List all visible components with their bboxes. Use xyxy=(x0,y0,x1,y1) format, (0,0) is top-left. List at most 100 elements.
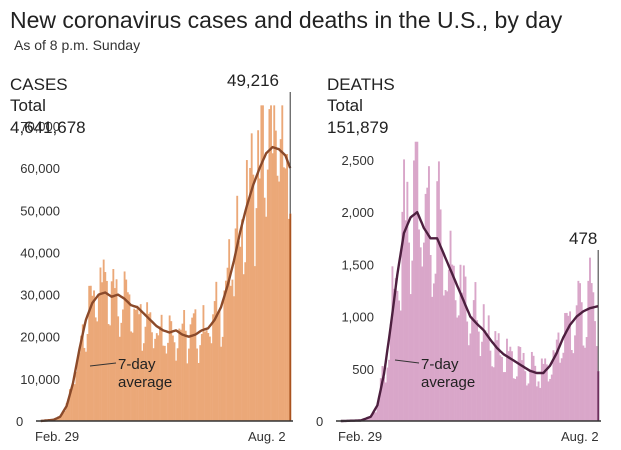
cases-bar xyxy=(109,325,112,421)
cases-bar xyxy=(73,384,76,421)
cases-bar xyxy=(107,324,110,421)
cases-bar xyxy=(244,262,247,421)
deaths-bar xyxy=(484,330,487,421)
deaths-bar xyxy=(416,141,419,422)
deaths-bar xyxy=(549,378,552,421)
cases-bar xyxy=(197,363,200,421)
deaths-bars xyxy=(341,141,600,422)
cases-bar xyxy=(266,169,269,421)
cases-bar xyxy=(115,279,118,421)
deaths-bar xyxy=(396,290,399,421)
cases-bar xyxy=(247,198,250,421)
deaths-bar xyxy=(520,360,523,421)
deaths-bar xyxy=(487,315,490,421)
deaths-bar xyxy=(399,310,402,421)
cases-bar xyxy=(67,398,70,421)
deaths-bar xyxy=(532,355,535,421)
deaths-bar xyxy=(491,366,493,421)
cases-bar xyxy=(215,281,218,421)
deaths-bar xyxy=(557,332,560,421)
cases-bar xyxy=(70,387,73,421)
cases-bar xyxy=(139,304,142,421)
deaths-y-tick-label: 1,500 xyxy=(341,257,374,272)
deaths-bar xyxy=(489,350,492,421)
deaths-bar xyxy=(376,406,379,421)
deaths-bar xyxy=(369,416,372,421)
cases-bar xyxy=(80,335,83,421)
cases-bar xyxy=(262,105,264,421)
deaths-bar xyxy=(519,346,522,421)
cases-bar xyxy=(255,208,258,421)
cases-bar xyxy=(83,347,86,421)
cases-total-label: Total xyxy=(10,96,46,115)
deaths-bar xyxy=(585,337,588,421)
deaths-bar xyxy=(560,358,563,421)
deaths-bar xyxy=(461,292,464,421)
deaths-total-label: Total xyxy=(327,96,363,115)
deaths-bar xyxy=(537,381,540,421)
cases-bar xyxy=(167,342,169,421)
cases-y-tick-label: 70,000 xyxy=(20,119,60,134)
cases-bar xyxy=(253,266,256,421)
deaths-bar xyxy=(486,333,489,421)
cases-bar xyxy=(125,279,128,421)
deaths-bar xyxy=(562,352,565,421)
cases-bar xyxy=(273,105,276,421)
deaths-bar xyxy=(502,372,505,421)
cases-bar xyxy=(271,153,274,421)
deaths-bar xyxy=(447,269,450,421)
cases-bar xyxy=(86,334,89,421)
deaths-x-start-label: Feb. 29 xyxy=(338,429,382,444)
cases-bar xyxy=(88,285,91,421)
cases-bar xyxy=(212,314,215,421)
cases-bar xyxy=(122,309,124,421)
cases-bar xyxy=(205,330,208,421)
deaths-bar xyxy=(497,333,500,421)
cases-bar xyxy=(284,168,287,421)
deaths-y-tick-label: 2,500 xyxy=(341,153,374,168)
deaths-y-axis: 500 1,000 1,500 2,000 2,500 0 xyxy=(316,153,374,429)
cases-bar xyxy=(133,308,136,421)
deaths-bar xyxy=(479,356,482,421)
cases-bar xyxy=(281,105,284,421)
deaths-bar xyxy=(494,331,497,421)
cases-bar xyxy=(200,333,203,421)
cases-bar xyxy=(183,310,186,421)
cases-bar xyxy=(154,338,157,421)
cases-bar xyxy=(102,259,105,421)
cases-bar xyxy=(274,130,277,421)
cases-y-tick-label: 40,000 xyxy=(20,245,60,260)
deaths-bar xyxy=(567,315,570,421)
deaths-bar xyxy=(364,419,367,421)
deaths-bar xyxy=(570,349,573,421)
deaths-bar xyxy=(451,264,454,421)
cases-bar xyxy=(131,332,134,421)
deaths-bar xyxy=(459,264,462,421)
cases-bar xyxy=(276,175,279,421)
deaths-bar xyxy=(545,364,548,421)
deaths-bar xyxy=(371,413,374,421)
deaths-bar xyxy=(595,346,598,421)
cases-bar xyxy=(173,342,176,421)
cases-bar xyxy=(236,195,239,421)
deaths-bar xyxy=(501,356,503,421)
cases-panel: 10,000 20,000 30,000 40,000 50,000 60,000 70,0… xyxy=(10,71,293,444)
cases-bar xyxy=(265,216,268,421)
deaths-bar xyxy=(584,347,586,421)
deaths-average-label-line2: average xyxy=(421,374,475,391)
cases-bar xyxy=(118,336,121,421)
cases-bar xyxy=(228,239,231,421)
deaths-bar xyxy=(522,352,525,421)
cases-bar xyxy=(221,336,224,421)
deaths-bar xyxy=(504,372,507,421)
cases-total-value: 4,641,678 xyxy=(10,118,86,137)
cases-bar xyxy=(192,313,195,421)
deaths-bar xyxy=(452,265,455,421)
deaths-bar xyxy=(482,304,485,421)
deaths-bar xyxy=(366,418,369,421)
cases-bar xyxy=(170,321,173,421)
deaths-bar xyxy=(515,376,518,421)
cases-bar xyxy=(257,130,260,421)
deaths-bar xyxy=(467,345,470,421)
cases-bar xyxy=(252,174,255,421)
